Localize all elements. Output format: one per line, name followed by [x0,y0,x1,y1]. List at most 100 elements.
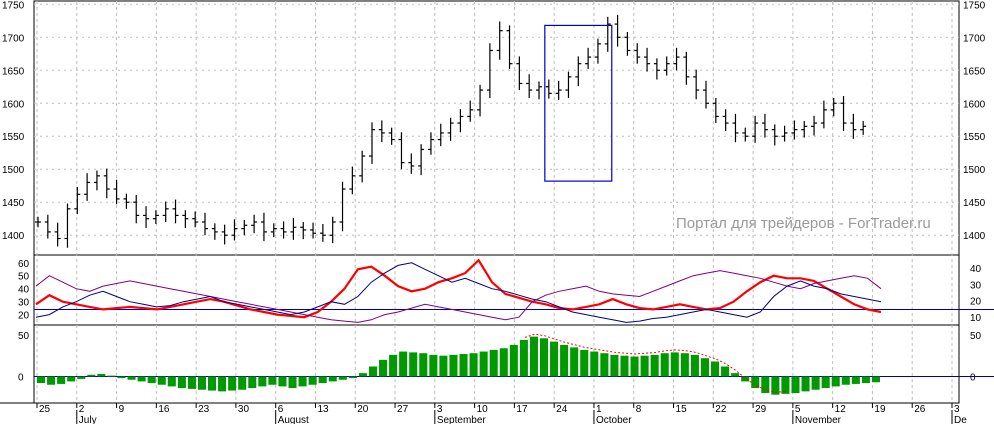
price-bar [536,81,542,100]
histogram-bar [338,376,347,380]
histogram-bar [550,341,559,377]
price-tick-left: 1450 [2,198,25,209]
price-bar [653,58,660,80]
histogram-bar [721,366,730,377]
indicator-tick-right: 40 [970,264,982,275]
price-bar [761,113,768,138]
price-tick-left: 1600 [2,99,25,110]
histogram-bar [439,355,448,377]
price-bar [290,218,297,240]
histogram-bar [107,375,116,377]
histogram-bar [358,373,367,377]
month-label: November [795,415,842,424]
histogram-bar [499,348,508,377]
highlight-box [544,24,613,182]
price-tick-left: 1500 [2,165,25,176]
price-bar [801,121,808,138]
histogram-tick-left: 50 [18,331,30,342]
indicator-tick-right: 10 [970,313,982,324]
price-bar [300,222,307,240]
indicator-tick-left: 60 [18,259,30,270]
x-tick-label: 30 [238,404,250,415]
price-bar [467,100,474,122]
histogram-bar [690,354,699,377]
price-bar [457,109,464,133]
price-bar [329,216,336,244]
histogram-bar [389,354,398,377]
x-tick-label: 20 [357,404,369,415]
price-bar [811,115,818,136]
histogram-bar [851,376,860,384]
price-bar [123,193,130,209]
x-tick-label: 15 [676,404,688,415]
histogram-bar [167,376,176,387]
indicator-tick-right: 20 [970,297,982,308]
price-bar [594,38,601,64]
price-bar [496,21,503,60]
price-bar [143,206,150,228]
price-tick-right: 1600 [963,99,986,110]
histogram-bar [801,376,810,392]
histogram-bar [519,339,528,377]
histogram-bar [288,376,297,389]
watermark-text: Портал для трейдеров - ForTrader.ru [676,215,931,232]
price-bar [732,113,739,143]
price-bar [771,124,778,146]
histogram-bar [238,376,247,390]
histogram-bar [318,376,327,384]
indicator-series-line [35,258,882,319]
price-tick-right: 1700 [963,33,986,44]
histogram-bar [157,376,166,385]
histogram-bar [831,376,840,387]
price-bar [113,179,120,205]
histogram-bar [368,366,378,377]
price-bar [663,56,670,76]
histogram-tick-right: 50 [970,331,982,342]
price-bar [850,113,857,139]
price-bar [624,32,631,56]
price-tick-left: 1750 [2,0,25,11]
indicator-tick-left: 20 [18,311,30,322]
price-bar [133,194,140,224]
histogram-bar [489,349,498,377]
histogram-bar [560,344,569,377]
month-label: July [79,415,97,424]
indicator-tick-left: 50 [18,272,30,283]
price-bar [35,216,41,228]
price-tick-left: 1550 [2,132,25,143]
price-bar [64,203,71,248]
x-tick-label: 17 [516,404,528,415]
histogram-bar [77,376,86,379]
histogram-bar [197,376,207,390]
price-bar [634,43,641,64]
histogram-bar [47,376,56,385]
price-bar [54,222,61,247]
month-label: De [954,415,967,424]
indicator-tick-left: 30 [18,298,30,309]
x-tick-label: 23 [198,404,210,415]
price-bar [251,214,258,234]
x-tick-label: 19 [874,404,886,415]
date-x-axis: 25 2 9 16 23 30 6 13 20 27 3 10 17 24 1 8 15 22 29 5 12 19 26 3… [36,403,967,424]
grid-lines [34,1,959,403]
histogram-bar [308,376,317,385]
histogram-bar [811,376,820,390]
price-bar [369,122,375,164]
histogram-bar [409,352,418,377]
histogram-bar [539,338,549,377]
histogram-bar [57,376,66,384]
price-bar [447,117,454,141]
indicator-tick-left: 40 [18,285,30,296]
histogram-bar [449,354,458,377]
price-bar [260,212,267,242]
price-bar [820,100,827,129]
x-tick-label: 25 [39,404,51,415]
histogram-bar [580,349,589,377]
price-bar [614,14,621,47]
histogram-bar [459,354,468,377]
x-tick-label: 27 [397,404,409,415]
histogram-bar [841,376,850,385]
price-bar [339,181,346,232]
histogram-tick-left: 0 [18,372,24,383]
price-bar [752,115,759,143]
